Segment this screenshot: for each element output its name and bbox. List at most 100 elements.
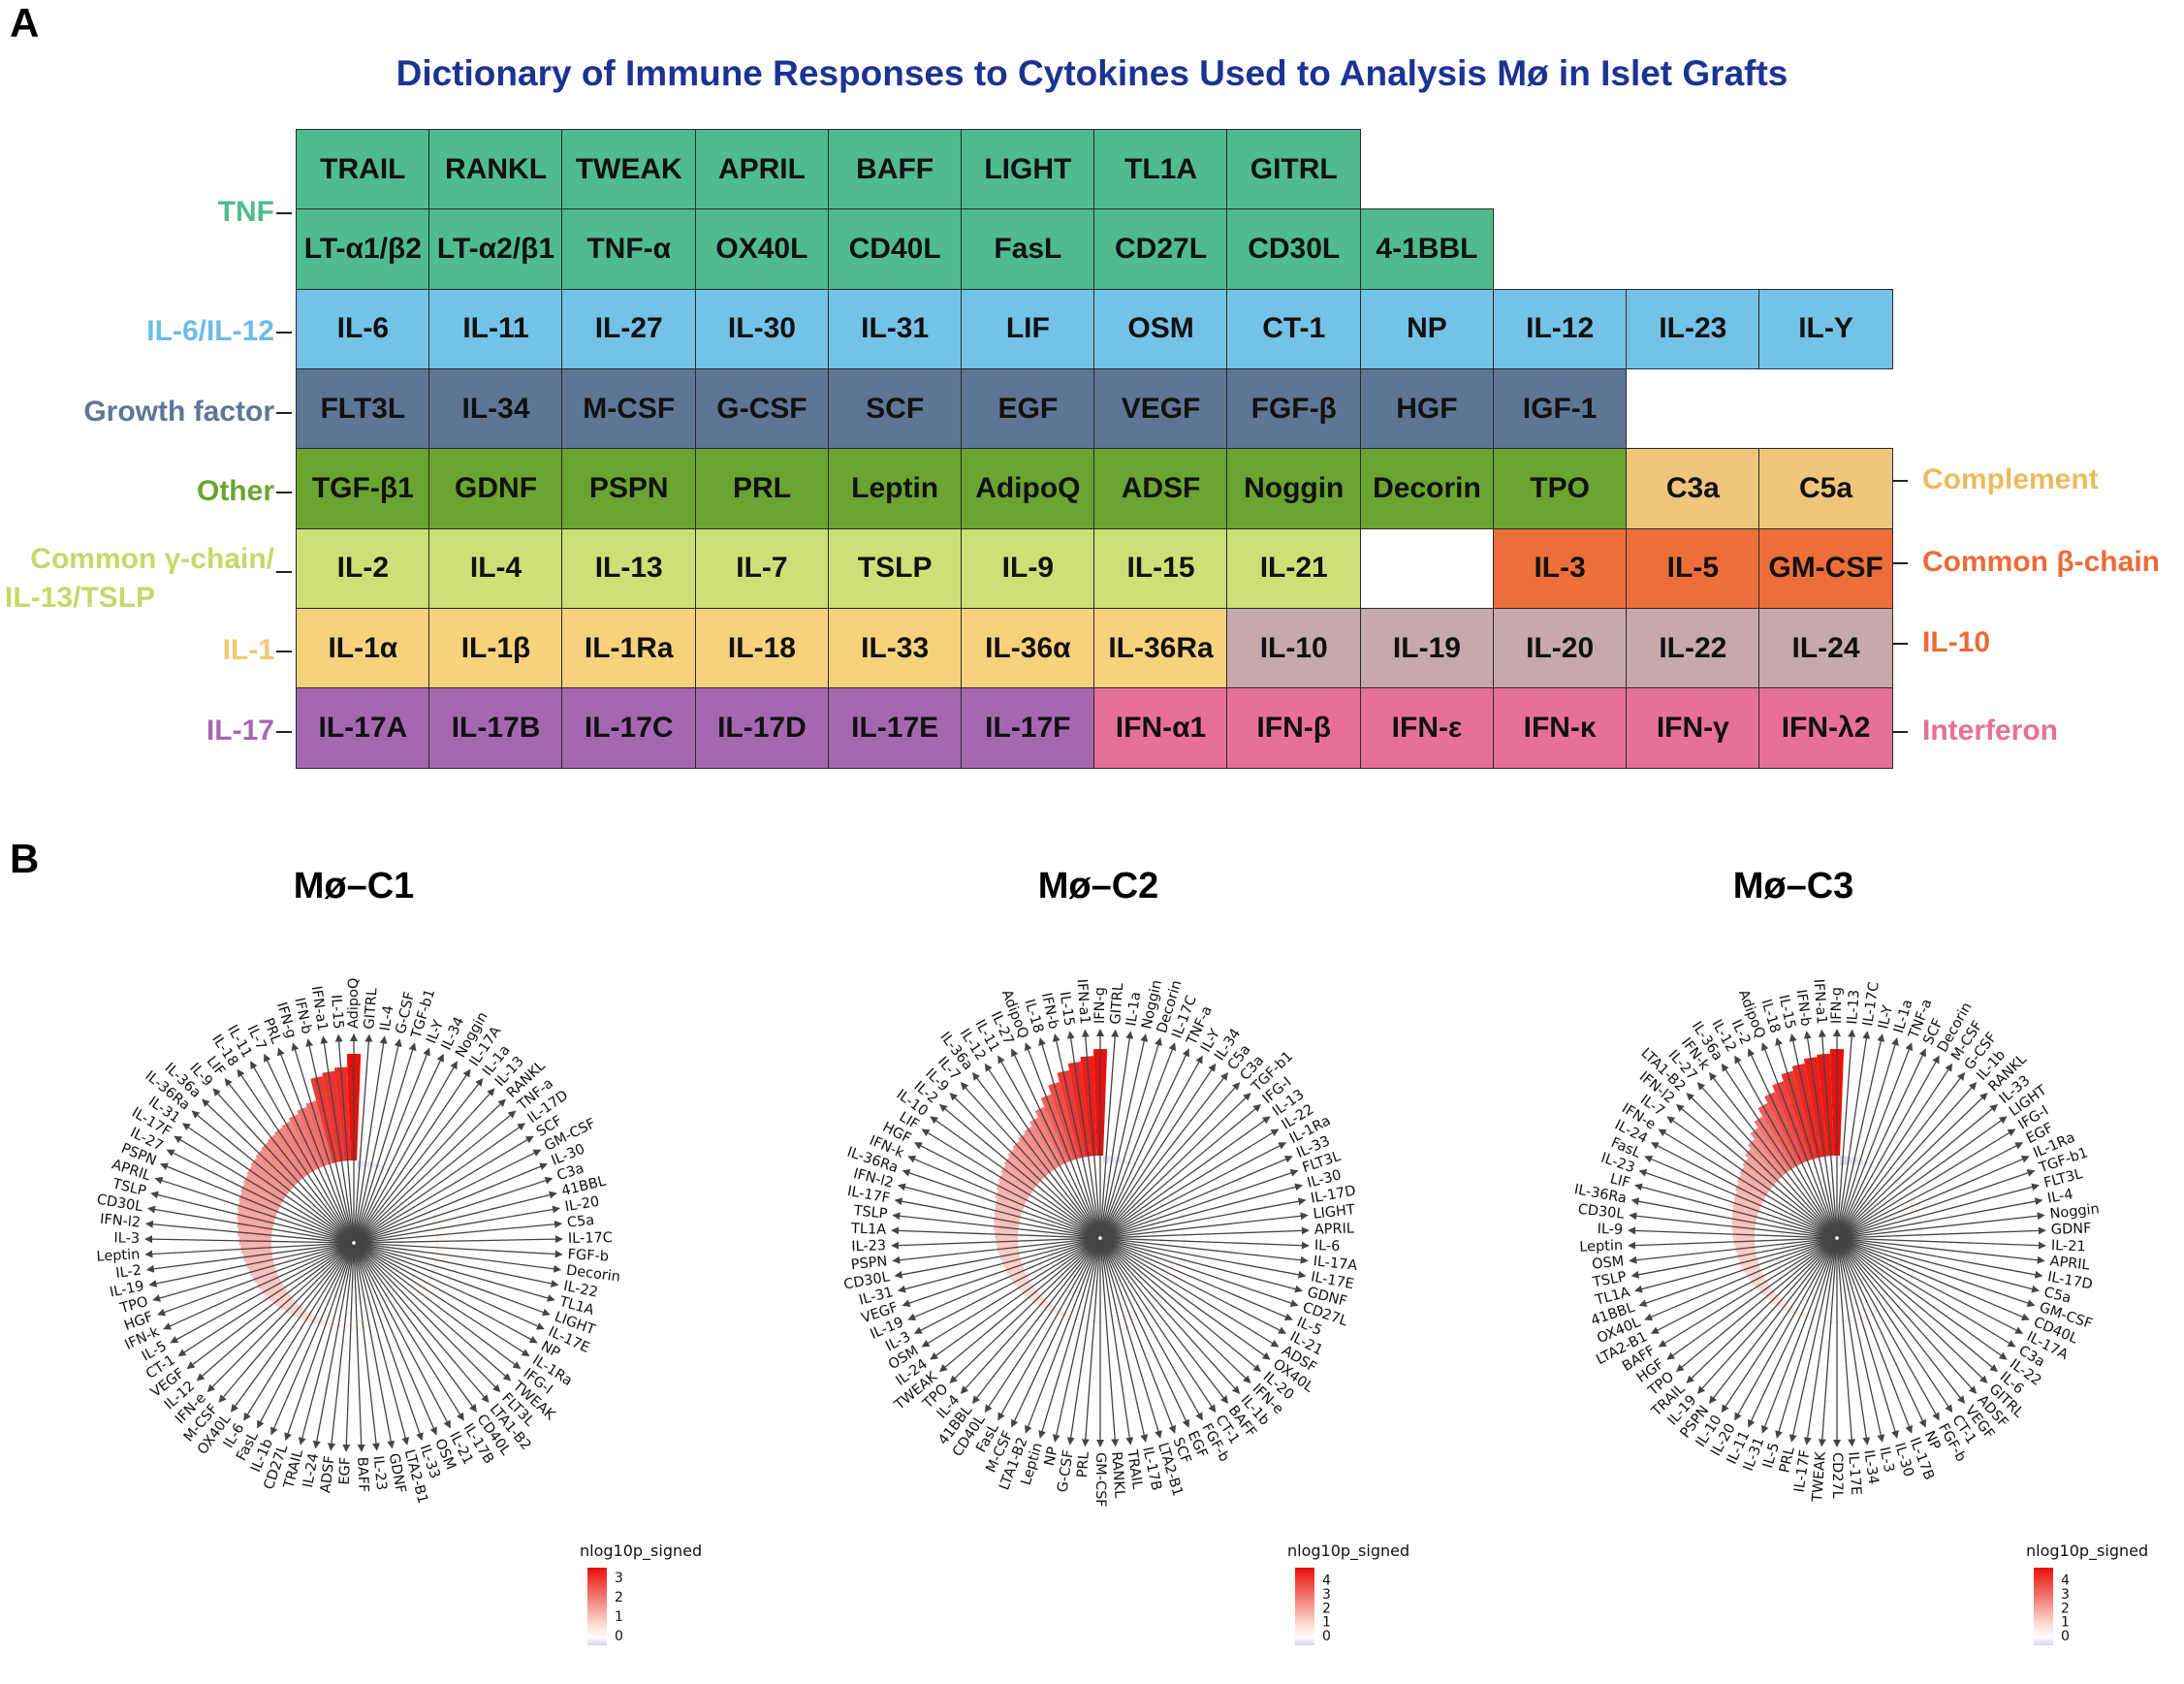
radial-arrow [212, 1088, 354, 1242]
table-cell: HGF [1359, 367, 1495, 450]
radial-arrow [328, 1244, 355, 1451]
radial-arrow [342, 1244, 355, 1452]
table-cell: IL-27 [561, 288, 697, 370]
table-cell: IFN-λ2 [1758, 687, 1893, 769]
radial-arrow [355, 1235, 563, 1244]
radial-arrow [1838, 1238, 2008, 1360]
radial-arrow [1644, 1155, 1836, 1238]
radial-arrow [1101, 1238, 1271, 1360]
table-cell: IL-23 [1626, 288, 1760, 370]
radial-arrow [1775, 1037, 1838, 1237]
radial-arrow [1650, 1142, 1836, 1238]
radial-arrow [1838, 1226, 2046, 1239]
radial-arrow [354, 1244, 451, 1429]
radial-arrow [1101, 1212, 1309, 1239]
radial-arrow [1099, 1033, 1149, 1237]
radial-arrow [354, 1078, 484, 1242]
radial-arrow [353, 1244, 410, 1446]
radial-arrow [1101, 1197, 1307, 1239]
radial-arrow [355, 1243, 545, 1330]
table-cell: IL-1α [296, 607, 430, 689]
radial-arrow [949, 1093, 1100, 1238]
radial-arrow [354, 1243, 501, 1393]
radial-arrow [355, 1205, 561, 1244]
radial-arrow [1836, 1031, 1871, 1237]
radial-label: EGF [337, 1457, 354, 1485]
radial-label: IL-2 [114, 1263, 142, 1282]
row-label-other: Other [196, 475, 274, 507]
radial-arrow [921, 1128, 1099, 1238]
radial-label: IL-13 [1845, 989, 1863, 1025]
radial-arrow [892, 1212, 1099, 1239]
radial-arrow [355, 1243, 551, 1317]
radial-arrow [997, 1239, 1100, 1421]
table-cell: IL-24 [1758, 607, 1893, 689]
radial-arrow [1100, 1048, 1189, 1237]
radial-arrow [355, 1243, 522, 1370]
row-label-il13-tslp: IL-13/TSLP [5, 582, 156, 614]
radial-arrow [355, 1242, 562, 1273]
radial-arrow [892, 1237, 1099, 1264]
radial-arrow [1837, 1072, 1966, 1237]
radial-arrow [146, 1205, 353, 1244]
right-label-interferon: Interferon [1922, 715, 2059, 747]
radial-arrow [938, 1103, 1099, 1238]
radial-label: IL-15 [328, 994, 346, 1030]
radial-label: IL-17C [1860, 981, 1883, 1028]
radial-label: IL-17F [846, 1184, 891, 1207]
radial-arrow [355, 1123, 526, 1243]
radial-label: Noggin [2049, 1201, 2101, 1223]
radial-arrow [1038, 1239, 1101, 1439]
table-cell: IL-22 [1626, 607, 1760, 689]
radial-arrow [1734, 1239, 1837, 1421]
radial-arrow [1630, 1197, 1836, 1239]
radial-arrow [354, 1244, 490, 1403]
radial-arrow [984, 1063, 1100, 1237]
radial-label: IL-15 [1057, 991, 1077, 1028]
table-cell: TSLP [827, 527, 963, 610]
radial-label: ADSF [318, 1455, 337, 1494]
radial-arrow [1803, 1031, 1838, 1237]
radial-arrow [354, 1053, 444, 1242]
table-cell: Leptin [827, 448, 963, 529]
table-cell: GDNF [428, 448, 563, 529]
table-cell: Noggin [1226, 448, 1362, 529]
radial-arrow [1838, 1142, 2024, 1238]
radial-arrow [1052, 1239, 1101, 1443]
radial-arrow [960, 1239, 1100, 1394]
radial-arrow [1101, 1238, 1293, 1321]
radial-arrow [250, 1061, 354, 1242]
table-cell: IL-20 [1492, 607, 1628, 689]
table-cell: IFN-γ [1626, 687, 1760, 769]
right-label-common-beta-chain: Common β-chain [1922, 546, 2160, 578]
radial-arrow [174, 1135, 353, 1243]
radial-arrow [1100, 1239, 1217, 1414]
table-cell: IL-13 [561, 527, 697, 610]
table-cell: Decorin [1359, 448, 1495, 529]
radial-label: LIF [1608, 1171, 1631, 1192]
radial-arrow [1011, 1048, 1100, 1237]
table-cell: IL-30 [694, 288, 830, 370]
legend-colorbar [1295, 1568, 1314, 1645]
radial-arrow [1836, 1029, 1856, 1237]
radial-arrow [1838, 1237, 2040, 1293]
panel-title: Dictionary of Immune Responses to Cytoki… [396, 53, 1788, 93]
radial-arrow [1838, 1197, 2043, 1239]
table-cell: FLT3L [296, 367, 430, 450]
table-cell: OX40L [694, 208, 830, 291]
radial-arrow [1099, 1239, 1162, 1439]
table-cell: IGF-1 [1492, 367, 1628, 450]
table-cell: IL-36Ra [1093, 607, 1228, 689]
radial-arrow [960, 1082, 1100, 1237]
radial-arrow [1100, 1239, 1177, 1434]
radial-arrow [145, 1242, 353, 1273]
radial-arrow [144, 1242, 353, 1258]
radial-arrow [1628, 1237, 1836, 1250]
radial-arrow [902, 1169, 1099, 1238]
radial-arrow [1836, 1239, 1856, 1447]
radial-arrow [1836, 1239, 1899, 1439]
radial-arrow [1630, 1237, 1836, 1279]
radial-arrow [891, 1226, 1099, 1239]
table-cell: IL-34 [428, 367, 563, 450]
radial-arrow [930, 1238, 1099, 1360]
